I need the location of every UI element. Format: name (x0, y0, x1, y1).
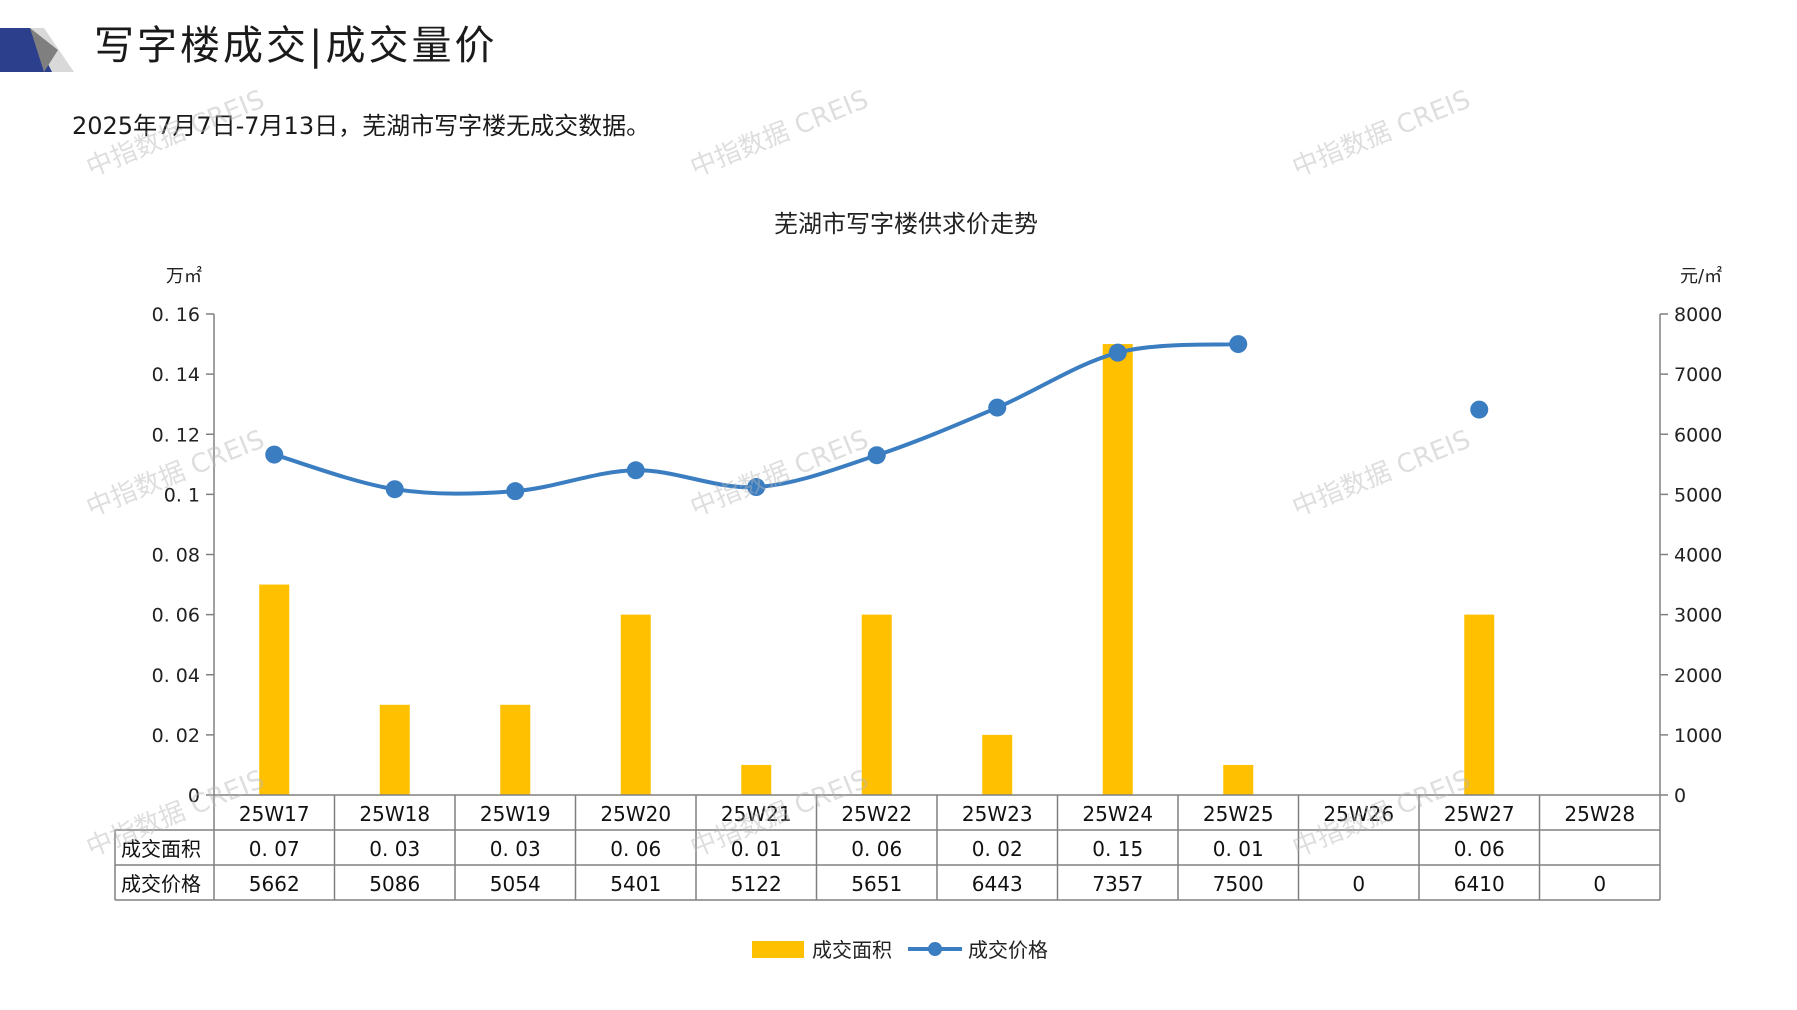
price-value-label: 7357 (1092, 872, 1143, 896)
area-bar (1102, 344, 1133, 795)
data-table: 25W17 25W18 25W19 25W20 25W21 25W22 25W23 25W24… (114, 794, 1661, 901)
area-value-label: 0. 03 (490, 837, 541, 861)
price-point (988, 398, 1007, 417)
area-bar (259, 584, 290, 795)
area-value-label: 0. 07 (249, 837, 300, 861)
left-tick-label: 0. 02 (152, 725, 200, 747)
area-bar (861, 614, 892, 795)
right-tick-label: 1000 (1674, 725, 1722, 747)
price-line-path (273, 342, 1239, 496)
price-point (747, 478, 766, 497)
corner-triangles-logo (0, 28, 74, 72)
right-tick-label: 6000 (1674, 424, 1722, 446)
x-category-label: 25W21 (721, 802, 792, 826)
x-category-label: 25W27 (1444, 802, 1515, 826)
price-value-label: 0 (1593, 872, 1606, 896)
right-tick-label: 2000 (1674, 665, 1722, 687)
area-bar (741, 764, 772, 795)
area-bar (1464, 614, 1495, 795)
left-tick-label: 0. 12 (152, 424, 200, 446)
area-value-label: 0. 06 (851, 837, 902, 861)
left-tick-label: 0. 06 (152, 605, 200, 627)
x-category-label: 25W19 (480, 802, 551, 826)
area-value-label: 0. 06 (610, 837, 661, 861)
left-tick-label: 0. 1 (164, 484, 200, 506)
legend-line-marker (928, 942, 942, 956)
price-value-label: 6410 (1454, 872, 1505, 896)
price-value-label: 5662 (249, 872, 300, 896)
area-bar (1223, 764, 1254, 795)
left-tick-label: 0. 14 (152, 364, 200, 386)
price-value-label: 5054 (490, 872, 541, 896)
x-category-label: 25W23 (962, 802, 1033, 826)
right-tick-label: 8000 (1674, 304, 1722, 326)
x-category-label: 25W24 (1082, 802, 1153, 826)
x-category-label: 25W20 (600, 802, 671, 826)
area-value-label: 0. 02 (972, 837, 1023, 861)
table-row-header: 成交价格 (121, 872, 201, 896)
price-value-label: 5651 (851, 872, 902, 896)
legend: 成交面积 成交价格 (752, 938, 1048, 962)
x-category-label: 25W28 (1564, 802, 1635, 826)
area-value-label: 0. 03 (369, 837, 420, 861)
right-tick-label: 0 (1674, 785, 1686, 807)
left-tick-label: 0. 16 (152, 304, 200, 326)
price-value-label: 0 (1352, 872, 1365, 896)
x-category-label: 25W25 (1203, 802, 1274, 826)
legend-line-label: 成交价格 (968, 938, 1048, 962)
price-point (1470, 400, 1489, 419)
price-value-label: 5122 (731, 872, 782, 896)
x-category-label: 25W18 (359, 802, 430, 826)
left-tick-label: 0 (188, 785, 200, 807)
area-value-label: 0. 06 (1454, 837, 1505, 861)
price-point (867, 446, 886, 465)
left-tick-label: 0. 08 (152, 545, 200, 567)
price-value-label: 7500 (1213, 872, 1264, 896)
area-bars (259, 344, 1495, 795)
right-tick-label: 4000 (1674, 545, 1722, 567)
right-tick-label: 7000 (1674, 364, 1722, 386)
price-point (1108, 343, 1127, 362)
left-axis: 0 0. 02 0. 04 0. 06 0. 08 0. 1 0. 12 0. 14 0. 16 (152, 304, 215, 807)
right-axis-unit: 元/㎡ (1680, 265, 1722, 287)
chart-title: 芜湖市写字楼供求价走势 (774, 210, 1038, 238)
page-title: 写字楼成交|成交量价 (94, 23, 498, 69)
page-subtitle: 2025年7月7日-7月13日，芜湖市写字楼无成交数据。 (72, 112, 651, 140)
price-point (626, 461, 645, 480)
area-value-label: 0. 01 (1213, 837, 1264, 861)
price-value-label: 5086 (369, 872, 420, 896)
price-point (506, 482, 525, 501)
area-bar (982, 734, 1013, 795)
table-row-header: 成交面积 (121, 837, 201, 861)
area-bar (500, 704, 531, 795)
legend-bar-label: 成交面积 (812, 938, 892, 962)
right-tick-label: 5000 (1674, 484, 1722, 506)
legend-bar-swatch (752, 941, 804, 958)
area-bar (379, 704, 410, 795)
left-tick-label: 0. 04 (152, 665, 200, 687)
x-category-label: 25W22 (841, 802, 912, 826)
right-axis: 0 1000 2000 3000 4000 5000 6000 7000 8000 (1659, 304, 1722, 807)
area-bar (620, 614, 651, 795)
price-value-label: 6443 (972, 872, 1023, 896)
price-line (265, 335, 1489, 501)
area-value-label: 0. 15 (1092, 837, 1143, 861)
price-point (265, 445, 284, 464)
x-category-label: 25W26 (1323, 802, 1394, 826)
area-value-label: 0. 01 (731, 837, 782, 861)
right-tick-label: 3000 (1674, 605, 1722, 627)
price-point (1229, 335, 1248, 354)
price-point (385, 480, 404, 499)
x-category-label: 25W17 (239, 802, 310, 826)
left-axis-unit: 万㎡ (166, 265, 202, 287)
price-value-label: 5401 (610, 872, 661, 896)
